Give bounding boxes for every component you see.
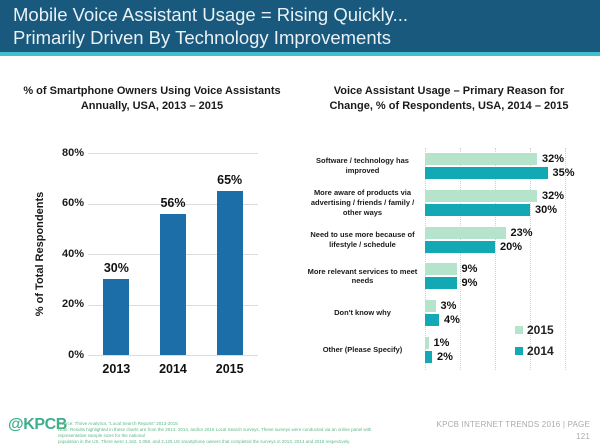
- legend-label: 2014: [527, 344, 554, 358]
- report-label: KPCB INTERNET TRENDS 2016: [436, 420, 561, 429]
- gridline: [88, 203, 258, 205]
- bar-value-label: 20%: [500, 240, 523, 253]
- legend-item-2014: 2014: [515, 344, 554, 358]
- gridline: [460, 148, 461, 370]
- bar-2015: [425, 153, 537, 165]
- source-line1: Source: Thrive Analytics, “Local Search …: [58, 421, 178, 426]
- legend-item-2015: 2015: [515, 323, 554, 337]
- bar-value-label: 3%: [440, 300, 457, 313]
- y-axis-tick: 80%: [61, 146, 84, 159]
- accent-stripe: [0, 52, 600, 56]
- bar-value-label: 23%: [510, 226, 533, 239]
- category-label: Other (Please Specify): [322, 345, 403, 355]
- bar-2013: [103, 279, 130, 355]
- page-label: PAGE: [567, 420, 590, 429]
- slide-header: Mobile Voice Assistant Usage = Rising Qu…: [0, 0, 600, 52]
- right-chart-body: 32% 35% 32% 30% 23% 20% 9% 9% 3% 4% 1% 2% 2015 2014 …: [303, 140, 595, 392]
- left-chart-plot: 30% 56% 65%: [88, 153, 258, 356]
- kpcb-logo: @KPCB: [8, 416, 67, 433]
- bar-value-label: 32%: [542, 189, 565, 202]
- bar-value-label: 4%: [444, 314, 460, 327]
- bar-value-label: 30%: [535, 203, 558, 216]
- source-line3: population in the US. There were 1,162, …: [58, 439, 351, 445]
- category-label: More aware of products via advertising /…: [310, 188, 415, 217]
- bar-2014: [425, 351, 432, 363]
- x-axis-tick: 2014: [159, 362, 187, 376]
- legend-swatch-2014: [515, 347, 523, 355]
- bar-value-label: 1%: [433, 337, 450, 349]
- source-line2: Note: Results highlighted in these chart…: [58, 427, 372, 439]
- gridline: [425, 148, 426, 370]
- bar-value-label: 32%: [542, 153, 565, 165]
- bar-2015: [425, 226, 506, 239]
- x-axis-tick: 2015: [215, 362, 244, 376]
- slide-title-line2: Primarily Driven By Technology Improveme…: [13, 27, 392, 48]
- slide-title-line1: Mobile Voice Assistant Usage = Rising Qu…: [13, 4, 409, 25]
- bar-value-label: 65%: [217, 172, 243, 187]
- gridline: [565, 148, 566, 370]
- right-chart-legend: 2015 2014: [515, 323, 554, 365]
- bar-value-label: 9%: [461, 263, 478, 276]
- bar-value-label: 2%: [437, 351, 453, 363]
- category-label: Need to use more because of lifestyle / …: [310, 229, 415, 249]
- left-chart-title: % of Smartphone Owners Using Voice Assis…: [8, 84, 296, 113]
- gridline: [530, 148, 531, 370]
- page-info: KPCB INTERNET TRENDS 2016 | PAGE 121: [430, 419, 590, 442]
- gridline: [88, 355, 258, 356]
- bar-2015: [425, 189, 537, 202]
- right-chart-title-line2: Change, % of Respondents, USA, 2014 – 20…: [329, 99, 569, 112]
- legend-swatch-2015: [515, 326, 523, 334]
- bar-2014: [425, 277, 457, 290]
- legend-label: 2015: [527, 323, 554, 337]
- y-axis-tick: 0%: [68, 348, 84, 361]
- left-chart-title-line2: Annually, USA, 2013 – 2015: [80, 99, 224, 112]
- bar-value-label: 56%: [160, 195, 186, 210]
- bar-2015: [425, 263, 457, 276]
- bar-2015: [425, 337, 429, 349]
- bar-2014: [425, 240, 495, 253]
- bar-value-label: 35%: [552, 167, 575, 179]
- left-chart-title-line1: % of Smartphone Owners Using Voice Assis…: [23, 85, 281, 97]
- y-axis-tick: 60%: [61, 197, 84, 209]
- right-chart-title-line1: Voice Assistant Usage – Primary Reason f…: [333, 85, 565, 97]
- category-label: Software / technology has improved: [316, 156, 409, 175]
- bar-value-label: 9%: [461, 277, 478, 290]
- gridline: [495, 148, 496, 370]
- y-axis-tick: 20%: [61, 298, 84, 310]
- x-axis-tick: 2013: [102, 362, 131, 376]
- bar-2014: [425, 203, 530, 216]
- bar-2015: [216, 190, 243, 355]
- left-chart-body: % of Total Respondents 30% 56% 65% 0% 20% 40…: [10, 140, 295, 392]
- bar-2014: [160, 213, 186, 355]
- category-label: Don't know why: [334, 308, 391, 318]
- source-note: Source: Thrive Analytics, “Local Search …: [58, 421, 393, 445]
- right-chart-title: Voice Assistant Usage – Primary Reason f…: [303, 84, 595, 113]
- bar-2014: [425, 314, 439, 327]
- bar-2014: [425, 167, 548, 179]
- right-chart-plot: 32% 35% 32% 30% 23% 20% 9% 9% 3% 4% 1% 2%: [425, 148, 575, 370]
- gridline: [88, 153, 258, 154]
- bar-value-label: 30%: [103, 261, 129, 276]
- page-number: 121: [576, 431, 590, 441]
- page-separator: |: [562, 420, 566, 429]
- bar-2015: [425, 300, 436, 313]
- category-label: More relevant services to meet needs: [307, 266, 418, 286]
- y-axis-tick: 40%: [61, 247, 84, 260]
